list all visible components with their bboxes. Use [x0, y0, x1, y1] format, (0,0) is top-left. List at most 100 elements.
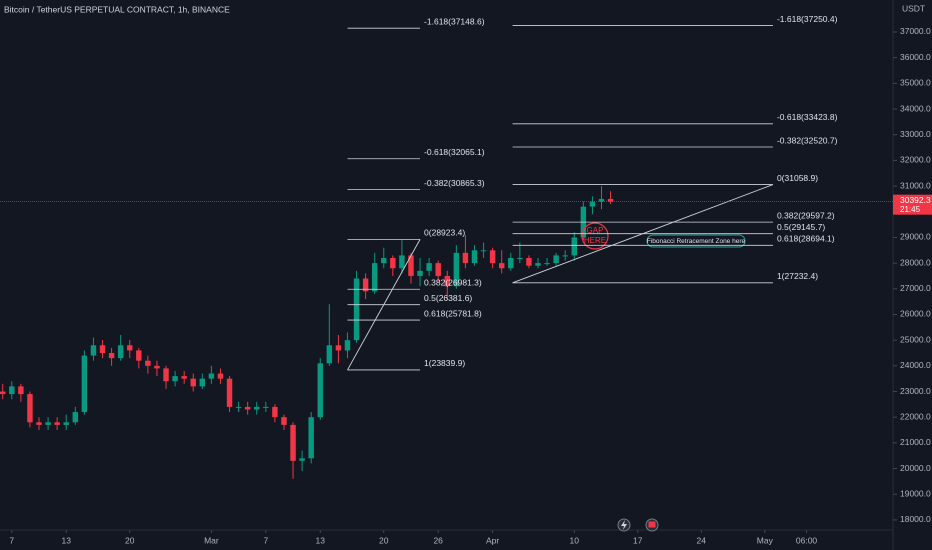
candle-body [117, 345, 124, 359]
candle-body [272, 406, 278, 418]
candle-body [517, 257, 523, 259]
x-tick-label: 26 [433, 535, 443, 545]
y-tick-label: 23000.0 [900, 386, 931, 396]
fib-label: 1(27232.4) [777, 271, 818, 281]
candle-body [63, 422, 69, 425]
fib-trend-line [347, 239, 421, 371]
chart-title: Bitcoin / TetherUS PERPETUAL CONTRACT, 1… [4, 4, 230, 14]
candle-body [27, 394, 33, 423]
x-tick-label: 06:00 [796, 535, 818, 545]
candle-body [181, 376, 187, 379]
y-tick-label: 34000.0 [900, 103, 931, 113]
candle-body [435, 263, 441, 276]
y-tick-label: 26000.0 [900, 309, 931, 319]
x-tick-label: May [757, 535, 774, 545]
candle-body [235, 406, 242, 408]
y-tick-label: 19000.0 [900, 488, 931, 498]
y-tick-label: 33000.0 [900, 129, 931, 139]
candle-body [335, 345, 342, 351]
y-tick-label: 24000.0 [900, 360, 931, 370]
candle-body [190, 378, 196, 387]
plot-area [0, 186, 614, 479]
candle-body [208, 373, 215, 379]
y-tick-label: 37000.0 [900, 26, 931, 36]
countdown-label: 21:45 [900, 205, 921, 214]
candle-body [353, 278, 360, 341]
candle-body [90, 345, 97, 356]
x-tick-label: 7 [9, 535, 14, 545]
candle-body [317, 363, 323, 418]
last-price-box [893, 194, 932, 215]
candle-body [217, 373, 224, 379]
candle-body [480, 250, 487, 252]
candle-body [417, 270, 423, 276]
candle-body [299, 458, 305, 461]
x-tick-label: 24 [697, 535, 707, 545]
fib-label: 0.382(26981.3) [424, 278, 482, 288]
candle-body [254, 406, 260, 410]
x-tick-label: 10 [570, 535, 580, 545]
fib-label: 0.5(26381.6) [424, 293, 472, 303]
zone-note: Fibonacci Retracement Zone here [647, 238, 746, 245]
fib-trend-line [512, 184, 774, 284]
fib-label: -1.618(37250.4) [777, 14, 838, 24]
candle-body [127, 345, 133, 351]
candle-body [489, 250, 496, 264]
candle-body [9, 386, 15, 395]
y-tick-label: 25000.0 [900, 334, 931, 344]
y-tick-label: 36000.0 [900, 52, 931, 62]
last-price-label: 30392.3 [900, 195, 931, 205]
candle-body [381, 257, 387, 264]
y-tick-label: 21000.0 [900, 437, 931, 447]
flag-glyph [648, 521, 656, 528]
y-tick-label: 35000.0 [900, 78, 931, 88]
candle-body [399, 255, 405, 269]
y-tick-label: 27000.0 [900, 283, 931, 293]
candle-body [453, 252, 460, 287]
zone-box [646, 234, 746, 248]
candle-body [598, 198, 605, 202]
x-tick-label: 20 [125, 535, 135, 545]
candle-body [544, 263, 550, 265]
candle-body [108, 352, 115, 359]
candle-body [154, 365, 160, 369]
candle-body [535, 263, 541, 266]
candle-body [72, 412, 79, 423]
y-tick-label: 32000.0 [900, 155, 931, 165]
candle-body [589, 201, 596, 207]
candle-body [390, 257, 396, 269]
candle-body [18, 386, 24, 395]
candle-body [36, 422, 42, 425]
gap-note: HERE [584, 236, 606, 245]
candle-body [45, 422, 51, 425]
y-tick-label: 20000.0 [900, 463, 931, 473]
fib-label: 0(31058.9) [777, 173, 818, 183]
candle-body [498, 263, 505, 269]
candle-body [444, 275, 450, 287]
candle-body [371, 263, 378, 292]
candle-body [326, 345, 333, 364]
fib-label: -1.618(37148.6) [424, 16, 485, 26]
candle-body [426, 263, 432, 271]
candle-body [163, 368, 169, 382]
candle-body [408, 255, 414, 276]
candle-body [308, 417, 314, 459]
x-tick-label: 17 [633, 535, 643, 545]
candle-body [172, 376, 178, 382]
fib-label: -0.618(33423.8) [777, 112, 838, 122]
x-tick-label: Mar [204, 535, 219, 545]
candle-body [263, 406, 269, 408]
candle-body [145, 360, 151, 366]
candle-body [526, 257, 532, 266]
candle-body [607, 198, 614, 202]
candle-body [54, 422, 60, 425]
fib-label: -0.382(30865.3) [424, 178, 485, 188]
x-tick-label: 20 [379, 535, 389, 545]
x-tick-label: Apr [486, 535, 499, 545]
candle-body [290, 424, 296, 461]
candle-body [226, 378, 233, 407]
gap-circle [581, 222, 609, 250]
candle-body [471, 250, 478, 264]
lightning-glyph [621, 520, 627, 530]
